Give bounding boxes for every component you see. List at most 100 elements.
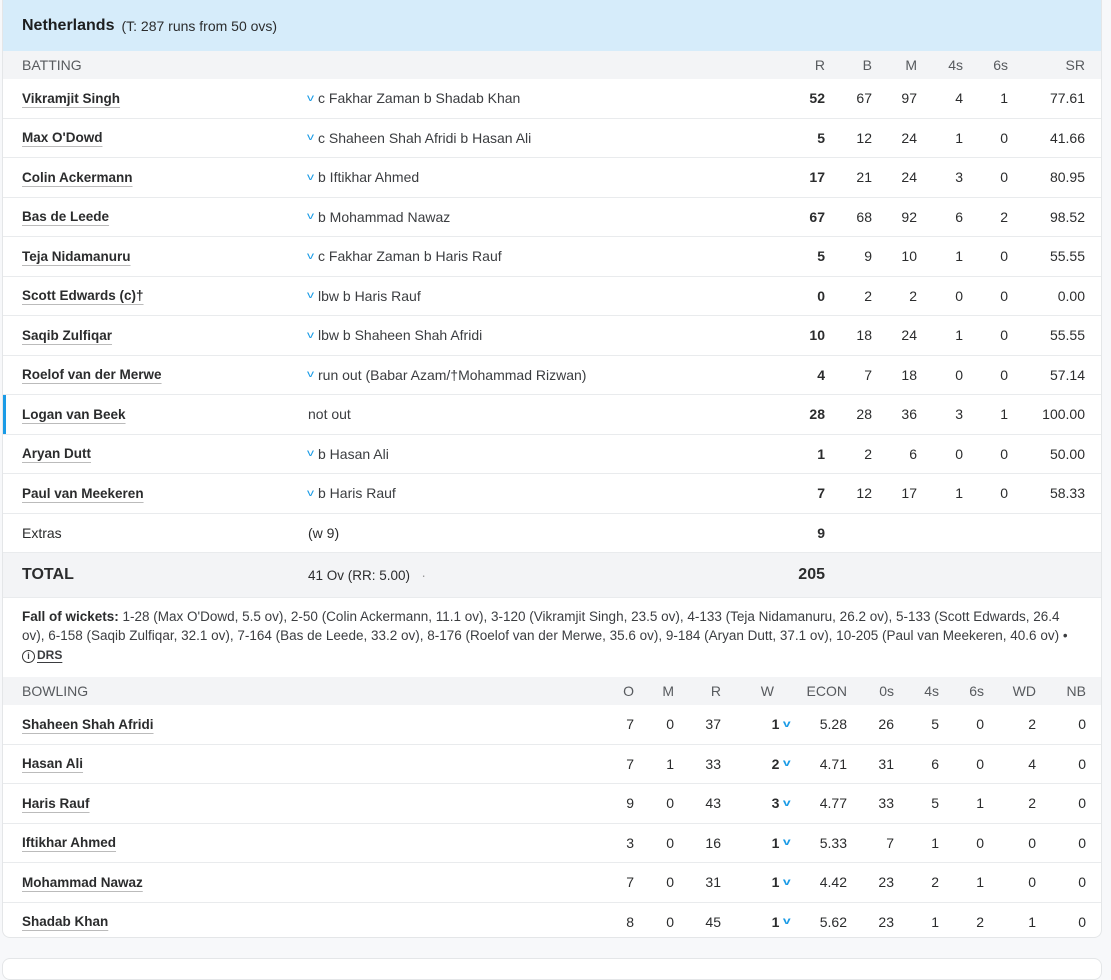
col-header-m: M [905, 57, 917, 73]
stat-4s: 1 [955, 129, 963, 146]
stat-6s: 0 [1000, 129, 1008, 146]
extras-value: 9 [817, 524, 825, 541]
dismissal[interactable]: v lbw b Shaheen Shah Afridi [307, 327, 774, 343]
stat-m: 92 [901, 208, 917, 225]
chevron-down-icon[interactable]: v [307, 448, 314, 460]
batter-name[interactable]: Scott Edwards (c)† [22, 288, 144, 304]
chevron-down-icon[interactable]: v [307, 369, 314, 381]
col-header-r: R [814, 57, 825, 73]
stat-m: 0 [666, 834, 674, 851]
chevron-down-icon[interactable]: v [783, 876, 792, 888]
stat-wd: 2 [1028, 716, 1036, 733]
stat-m: 1 [666, 755, 674, 772]
batter-name[interactable]: Roelof van der Merwe [22, 367, 162, 383]
dismissal[interactable]: v b Iftikhar Ahmed [307, 169, 774, 185]
total-overs: 41 Ov (RR: 5.00) [308, 567, 411, 583]
dismissal[interactable]: v c Shaheen Shah Afridi b Hasan Ali [307, 130, 774, 146]
dismissal[interactable]: v lbw b Haris Rauf [307, 288, 774, 304]
stat-4s: 1 [955, 485, 963, 502]
innings-header[interactable]: Netherlands (T: 287 runs from 50 ovs) [3, 0, 1101, 51]
batter-name[interactable]: Paul van Meekeren [22, 485, 144, 501]
chevron-down-icon[interactable]: v [783, 837, 792, 849]
drs-link[interactable]: i DRS [22, 648, 62, 663]
stat-sr: 58.33 [1049, 485, 1085, 502]
bowler-name[interactable]: Shadab Khan [22, 914, 109, 930]
stat-m: 17 [901, 485, 917, 502]
stat-4s: 5 [931, 716, 939, 733]
extras-row: Extras (w 9) 9 [3, 514, 1101, 553]
dismissal[interactable]: v b Hasan Ali [307, 446, 774, 462]
stat-6s: 0 [1000, 366, 1008, 383]
chevron-down-icon[interactable]: v [783, 916, 792, 928]
chevron-down-icon[interactable]: v [783, 758, 792, 770]
dismissal-text: not out [308, 406, 351, 423]
stat-4s: 6 [955, 208, 963, 225]
stat-nb: 0 [1078, 716, 1086, 733]
chevron-down-icon[interactable]: v [307, 329, 314, 341]
stat-m: 18 [901, 366, 917, 383]
chevron-down-icon[interactable]: v [783, 718, 792, 730]
stat-0s: 23 [878, 874, 894, 891]
stat-econ: 5.62 [819, 913, 847, 930]
dismissal[interactable]: v b Haris Rauf [307, 485, 774, 501]
stat-r: 33 [705, 755, 721, 772]
total-row: TOTAL 41 Ov (RR: 5.00) · 205 [3, 553, 1101, 598]
chevron-down-icon[interactable]: v [783, 797, 792, 809]
dismissal-text: c Fakhar Zaman b Shadab Khan [318, 90, 521, 107]
dismissal-text: b Mohammad Nawaz [318, 208, 451, 225]
bowler-row: Iftikhar Ahmed 3 0 16 1 v 5.33 7 1 0 0 0 [3, 824, 1101, 863]
extras-detail: (w 9) [308, 524, 340, 541]
bowler-name[interactable]: Mohammad Nawaz [22, 874, 143, 890]
target-text: (T: 287 runs from 50 ovs) [121, 17, 278, 34]
bowler-name[interactable]: Iftikhar Ahmed [22, 835, 117, 851]
stat-sr: 55.55 [1049, 248, 1085, 265]
dismissal[interactable]: v run out (Babar Azam/†Mohammad Rizwan) [307, 367, 774, 383]
bowler-name[interactable]: Hasan Ali [22, 756, 84, 772]
stat-sr: 77.61 [1049, 90, 1085, 107]
stat-w: 3 [771, 795, 780, 812]
dismissal[interactable]: v c Fakhar Zaman b Haris Rauf [307, 248, 774, 264]
stat-6s: 0 [1000, 169, 1008, 186]
batter-name[interactable]: Logan van Beek [22, 406, 126, 422]
stat-econ: 5.33 [819, 834, 847, 851]
stat-0s: 33 [878, 795, 894, 812]
chevron-down-icon[interactable]: v [307, 171, 314, 183]
stat-4s: 4 [955, 90, 963, 107]
chevron-down-icon[interactable]: v [307, 290, 314, 302]
stat-b: 2 [864, 287, 872, 304]
bowler-name[interactable]: Shaheen Shah Afridi [22, 716, 154, 732]
chevron-down-icon[interactable]: v [307, 92, 314, 104]
batter-name[interactable]: Aryan Dutt [22, 446, 92, 462]
batter-name[interactable]: Saqib Zulfiqar [22, 327, 113, 343]
batter-row: Paul van Meekeren v b Haris Rauf 7 12 17 1 0 58.… [3, 474, 1101, 514]
stat-o: 3 [626, 834, 634, 851]
batter-row: Max O'Dowd v c Shaheen Shah Afridi b Hasan… [3, 119, 1101, 158]
stat-w: 1 [771, 834, 780, 851]
stat-6s: 0 [1000, 287, 1008, 304]
batter-name[interactable]: Bas de Leede [22, 209, 110, 225]
dismissal[interactable]: v b Mohammad Nawaz [307, 208, 774, 225]
bowler-name[interactable]: Haris Rauf [22, 795, 90, 811]
fow-label: Fall of wickets: [22, 609, 119, 624]
batter-name[interactable]: Max O'Dowd [22, 130, 103, 146]
stat-4s: 0 [955, 445, 963, 462]
stat-0s: 7 [886, 834, 894, 851]
next-card [2, 958, 1102, 980]
chevron-down-icon[interactable]: v [307, 487, 314, 499]
chevron-down-icon[interactable]: v [307, 250, 314, 262]
stat-r: 5 [817, 129, 825, 146]
batter-name[interactable]: Vikramjit Singh [22, 90, 121, 106]
chevron-down-icon[interactable]: v [307, 211, 314, 223]
dismissal[interactable]: v c Fakhar Zaman b Shadab Khan [307, 90, 774, 107]
stat-r: 0 [817, 287, 825, 304]
chevron-down-icon[interactable]: v [307, 132, 314, 144]
batter-name[interactable]: Teja Nidamanuru [22, 248, 131, 264]
batter-name[interactable]: Colin Ackermann [22, 169, 133, 185]
stat-wd: 4 [1028, 755, 1036, 772]
